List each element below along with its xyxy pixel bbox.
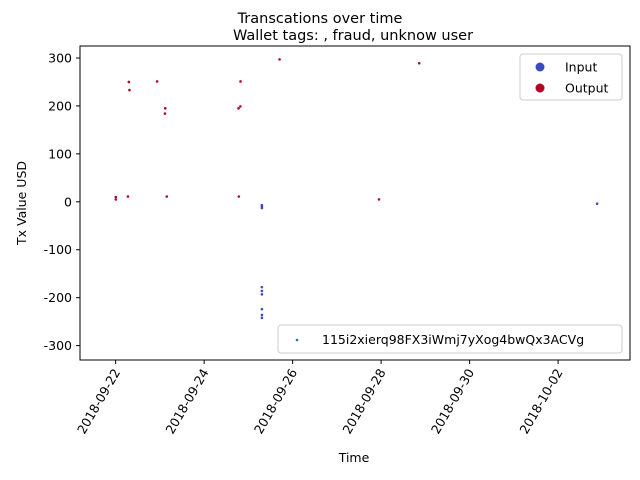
y-tick-label: -100 xyxy=(44,242,72,257)
y-tick-label: 0 xyxy=(64,194,72,209)
legend-bottom: 115i2xierq98FX3iWmj7yXog4bwQx3ACVg xyxy=(277,324,623,354)
output-point xyxy=(127,80,131,84)
legend-bottom-box xyxy=(277,324,623,354)
input-point xyxy=(260,313,264,317)
input-point xyxy=(260,206,264,210)
input-point xyxy=(260,316,264,320)
y-tick-label: -200 xyxy=(44,290,72,305)
output-point xyxy=(237,107,240,110)
y-axis-label: Tx Value USD xyxy=(14,161,29,246)
figure-title: Transcations over time xyxy=(237,11,403,27)
legend-top: Input Output xyxy=(519,53,623,101)
output-point xyxy=(163,112,167,115)
output-point xyxy=(377,198,381,201)
output-point xyxy=(126,195,130,198)
input-point xyxy=(595,202,599,206)
output-point xyxy=(278,58,281,61)
output-point xyxy=(239,80,242,83)
output-point xyxy=(114,195,118,199)
legend-input-marker xyxy=(535,62,545,72)
output-point xyxy=(417,61,421,65)
output-point xyxy=(128,88,131,92)
legend-top-box xyxy=(519,53,623,101)
input-point xyxy=(260,289,264,293)
legend-input-label: Input xyxy=(565,60,597,75)
legend-output-label: Output xyxy=(565,81,609,96)
output-point xyxy=(163,107,167,110)
axes-frame xyxy=(79,45,631,361)
input-point xyxy=(260,307,264,311)
output-point xyxy=(114,198,118,201)
legend-wallet-marker xyxy=(295,338,299,342)
input-point xyxy=(260,293,264,296)
y-tick-label: 100 xyxy=(48,146,72,161)
legend-output-marker xyxy=(535,83,545,93)
y-tick-label: 300 xyxy=(48,50,72,65)
x-axis-label: Time xyxy=(338,450,370,465)
output-point xyxy=(165,195,169,198)
y-tick-label: -300 xyxy=(44,338,72,353)
legend-wallet-label: 115i2xierq98FX3iWmj7yXog4bwQx3ACVg xyxy=(322,332,584,347)
output-point xyxy=(239,105,242,108)
output-point xyxy=(237,195,241,198)
input-point xyxy=(260,285,264,289)
output-point xyxy=(155,80,159,83)
axes-title: Wallet tags: , fraud, unknow user xyxy=(233,28,473,44)
y-tick-label: 200 xyxy=(48,98,72,113)
